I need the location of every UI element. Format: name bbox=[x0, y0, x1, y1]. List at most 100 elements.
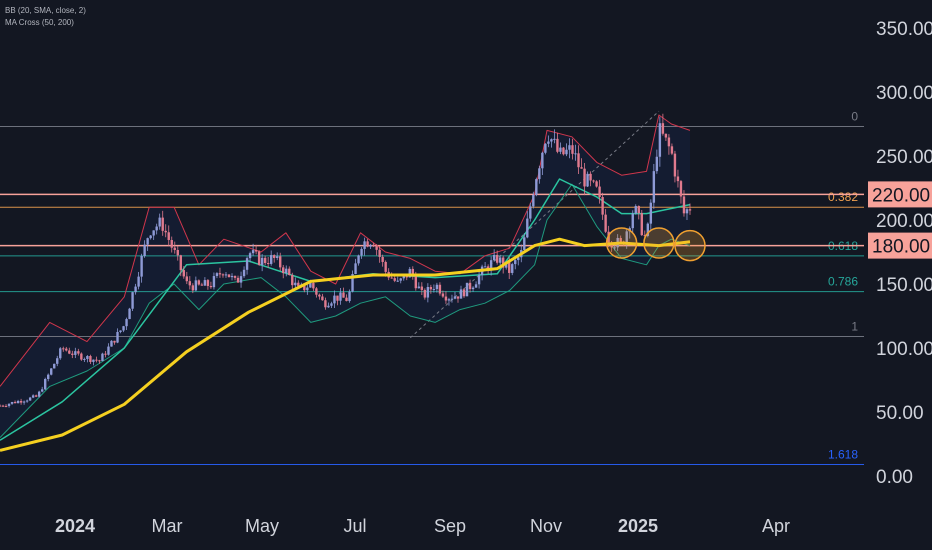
candle-body bbox=[471, 287, 475, 290]
candle-body bbox=[432, 289, 436, 291]
candle-body bbox=[544, 143, 547, 153]
candle-body bbox=[532, 194, 535, 207]
candle-body bbox=[149, 235, 152, 239]
candle-body bbox=[559, 147, 562, 152]
candle-body bbox=[351, 274, 354, 292]
candle-body bbox=[492, 254, 496, 261]
candle-body bbox=[580, 167, 583, 169]
candle-body bbox=[384, 261, 387, 272]
candle-body bbox=[565, 149, 568, 155]
x-axis-tick-label: 2025 bbox=[618, 516, 658, 536]
candle-body bbox=[508, 261, 511, 273]
candle-body bbox=[56, 358, 59, 364]
fib-level-label: 0.786 bbox=[828, 275, 858, 289]
candle-body bbox=[345, 297, 348, 302]
candle-body bbox=[31, 395, 35, 398]
candle-body bbox=[354, 263, 357, 275]
candle-body bbox=[185, 276, 189, 282]
candle-body bbox=[128, 308, 131, 320]
candle-body bbox=[146, 238, 149, 245]
candle-body bbox=[613, 247, 616, 249]
candle-body bbox=[399, 278, 402, 281]
candle-body bbox=[53, 363, 56, 369]
candle-body bbox=[396, 280, 399, 282]
x-axis-tick-label: Nov bbox=[530, 516, 562, 536]
candle-body bbox=[224, 274, 228, 276]
y-axis-tick-label: 0.00 bbox=[876, 467, 913, 488]
candle-body bbox=[688, 209, 692, 211]
candle-body bbox=[215, 273, 219, 277]
candle-body bbox=[155, 226, 158, 231]
candle-body bbox=[104, 353, 107, 355]
candle-body bbox=[143, 244, 146, 256]
candle-body bbox=[263, 257, 267, 264]
candle-body bbox=[456, 296, 460, 299]
candle-body bbox=[116, 331, 119, 343]
candle-body bbox=[574, 153, 577, 155]
fib-level-label: 1 bbox=[851, 319, 858, 333]
candle-body bbox=[393, 278, 396, 281]
bb-lower-line bbox=[0, 183, 691, 438]
candle-body bbox=[152, 230, 155, 236]
candle-body bbox=[634, 206, 637, 214]
fib-level-label: 0.382 bbox=[828, 190, 858, 204]
candle-body bbox=[598, 186, 601, 198]
legend-ma-cross[interactable]: MA Cross (50, 200) bbox=[5, 18, 74, 27]
candle-body bbox=[586, 173, 589, 187]
candle-body bbox=[682, 196, 686, 214]
candle-body bbox=[511, 264, 514, 273]
candle-body bbox=[321, 296, 324, 301]
candle-body bbox=[676, 176, 680, 182]
candle-body bbox=[625, 231, 628, 245]
candle-body bbox=[92, 359, 95, 362]
x-axis-tick-label: Apr bbox=[762, 516, 790, 536]
candle-body bbox=[649, 202, 653, 224]
candle-body bbox=[474, 284, 478, 288]
candle-body bbox=[110, 340, 113, 347]
candle-body bbox=[40, 389, 44, 392]
legend-bb[interactable]: BB (20, SMA, close, 2) bbox=[5, 6, 86, 15]
candle-body bbox=[98, 360, 101, 362]
candle-body bbox=[589, 173, 592, 181]
candle-body bbox=[206, 280, 210, 286]
candle-body bbox=[173, 247, 176, 250]
candle-body bbox=[167, 232, 170, 240]
candle-body bbox=[218, 273, 222, 275]
candle-body bbox=[134, 286, 137, 293]
candle-body bbox=[140, 255, 143, 277]
candle-body bbox=[13, 402, 17, 404]
candle-body bbox=[182, 270, 185, 277]
candle-body bbox=[269, 255, 273, 264]
candle-body bbox=[22, 401, 26, 403]
candle-body bbox=[369, 244, 372, 247]
candle-body bbox=[324, 300, 327, 308]
candle-body bbox=[164, 230, 167, 233]
candle-body bbox=[535, 179, 538, 195]
candle-body bbox=[562, 147, 565, 155]
candle-body bbox=[80, 353, 83, 360]
candle-body bbox=[59, 348, 62, 359]
y-axis-tick-label: 100.00 bbox=[876, 339, 932, 360]
candle-body bbox=[161, 217, 164, 231]
candle-body bbox=[74, 351, 77, 355]
candle-body bbox=[257, 251, 261, 265]
candle-body bbox=[658, 123, 662, 157]
candle-body bbox=[444, 296, 448, 301]
candle-body bbox=[661, 123, 665, 134]
x-axis-tick-label: Jul bbox=[343, 516, 366, 536]
candle-body bbox=[526, 218, 529, 238]
candle-body bbox=[426, 286, 430, 298]
candle-body bbox=[251, 250, 255, 254]
candle-body bbox=[101, 353, 104, 362]
x-axis-tick-label: 2024 bbox=[55, 516, 95, 536]
y-axis-tick-label: 150.00 bbox=[876, 275, 932, 296]
candle-body bbox=[47, 374, 50, 380]
candle-body bbox=[390, 277, 393, 279]
candle-body bbox=[547, 141, 550, 144]
candle-body bbox=[342, 292, 345, 298]
candle-body bbox=[266, 263, 270, 265]
candle-body bbox=[447, 299, 451, 301]
candle-body bbox=[230, 275, 234, 278]
candle-body bbox=[477, 275, 481, 285]
